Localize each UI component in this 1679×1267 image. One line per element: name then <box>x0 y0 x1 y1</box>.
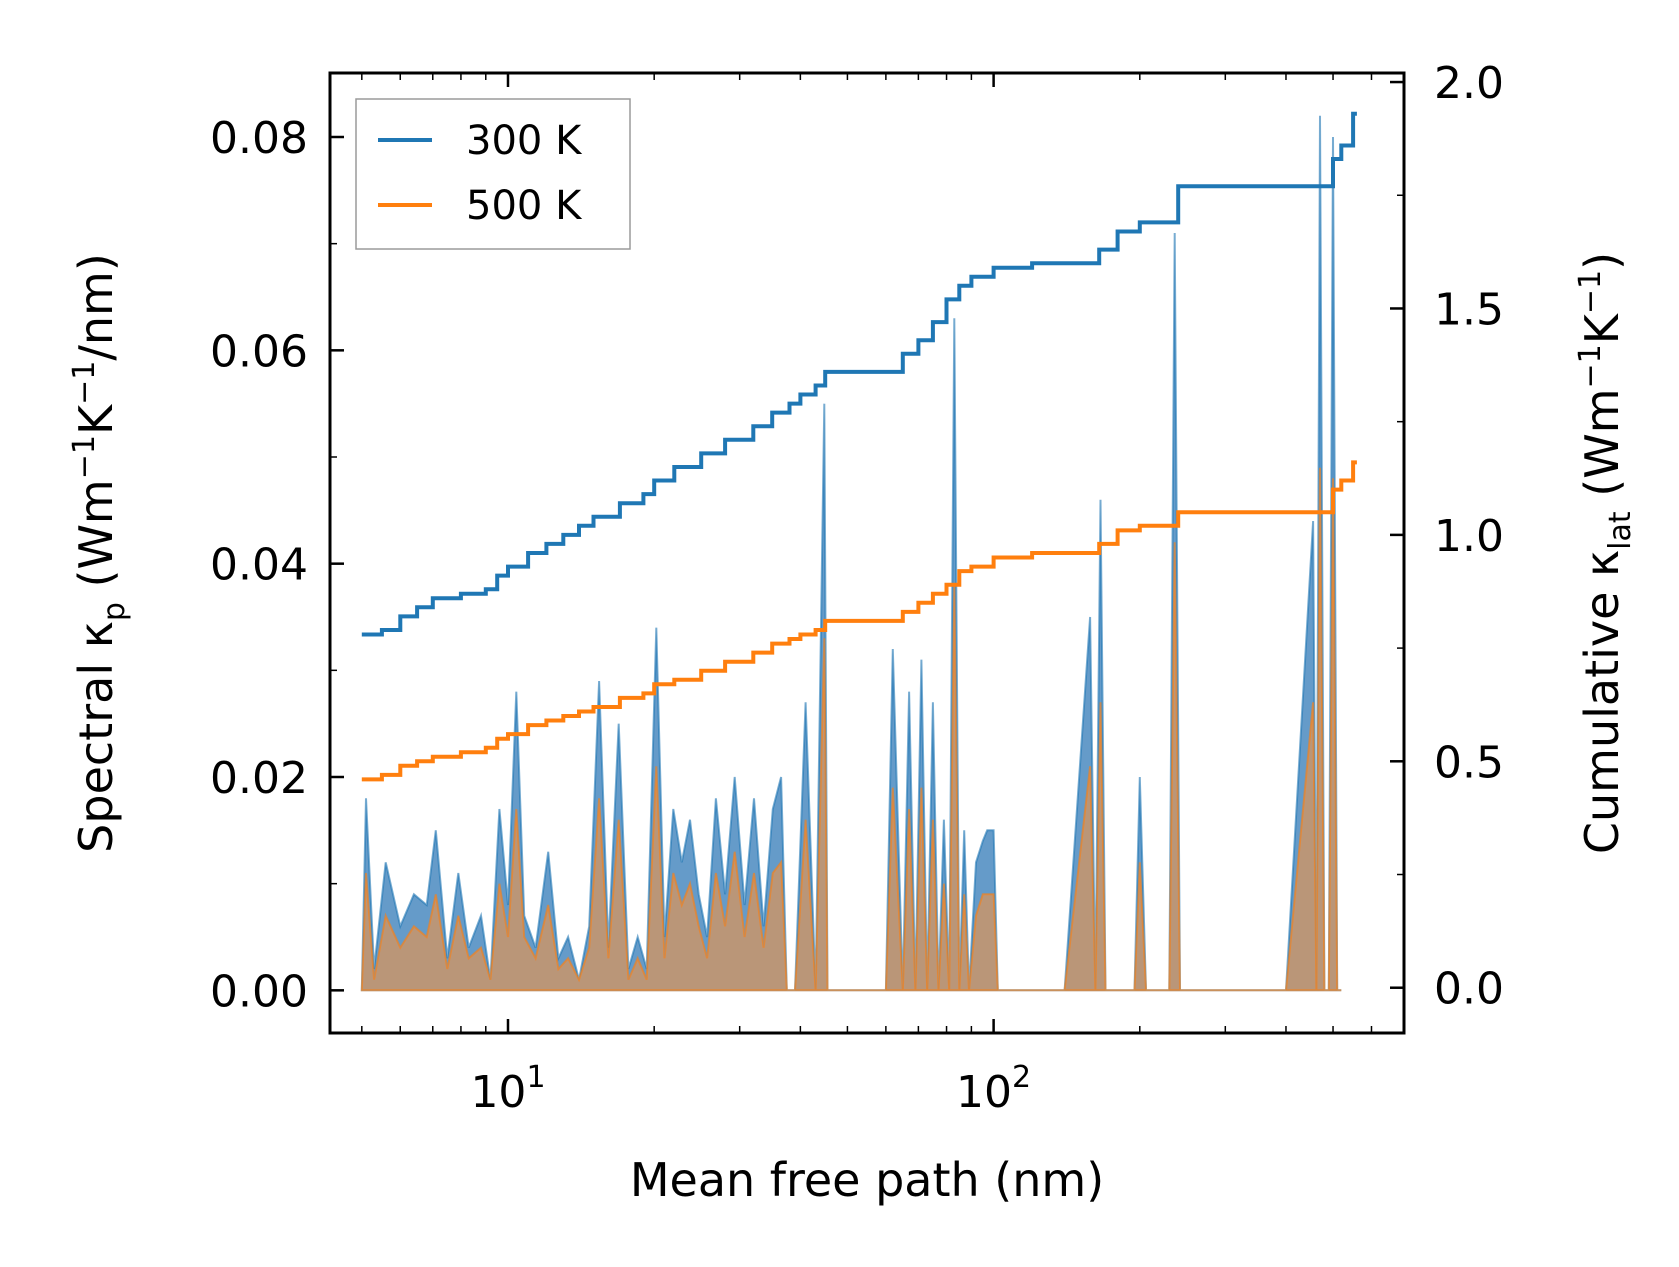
legend-box <box>355 98 631 250</box>
right-y-tick-label: 1.5 <box>1434 284 1504 335</box>
right-y-tick-label: 0.5 <box>1434 737 1504 788</box>
ticks <box>330 73 1404 1033</box>
right-y-axis-label: Cumulative κlat (Wm−1K−1) <box>1573 252 1638 854</box>
left-y-tick-label: 0.02 <box>210 753 308 804</box>
x-axis-label: Mean free path (nm) <box>630 1153 1104 1207</box>
right-y-tick-label: 2.0 <box>1434 58 1504 109</box>
cumulative-line-300k <box>361 111 1357 637</box>
left-y-tick-label: 0.08 <box>210 113 308 164</box>
legend-label-500k: 500 K <box>466 183 583 229</box>
cumulative-line-500k <box>361 460 1357 782</box>
left-y-tick-label: 0.06 <box>210 326 308 377</box>
left-y-axis-label: Spectral κp (Wm−1K−1/nm) <box>67 253 132 853</box>
right-y-tick-label: 1.0 <box>1434 511 1504 562</box>
plot-frame <box>328 71 1406 1035</box>
x-tick-label: 102 <box>956 1060 1031 1118</box>
spectral-fills <box>360 115 1342 992</box>
x-tick-label: 101 <box>470 1060 545 1118</box>
right-y-tick-label: 0.0 <box>1434 964 1504 1015</box>
legend-label-300k: 300 K <box>466 118 583 164</box>
left-y-tick-label: 0.04 <box>210 540 308 591</box>
legend: 300 K 500 K <box>355 98 631 250</box>
spectral-500k-area <box>360 467 1342 992</box>
left-y-tick-label: 0.00 <box>210 966 308 1017</box>
cumulative-lines <box>361 111 1357 782</box>
plot-area <box>360 111 1357 992</box>
